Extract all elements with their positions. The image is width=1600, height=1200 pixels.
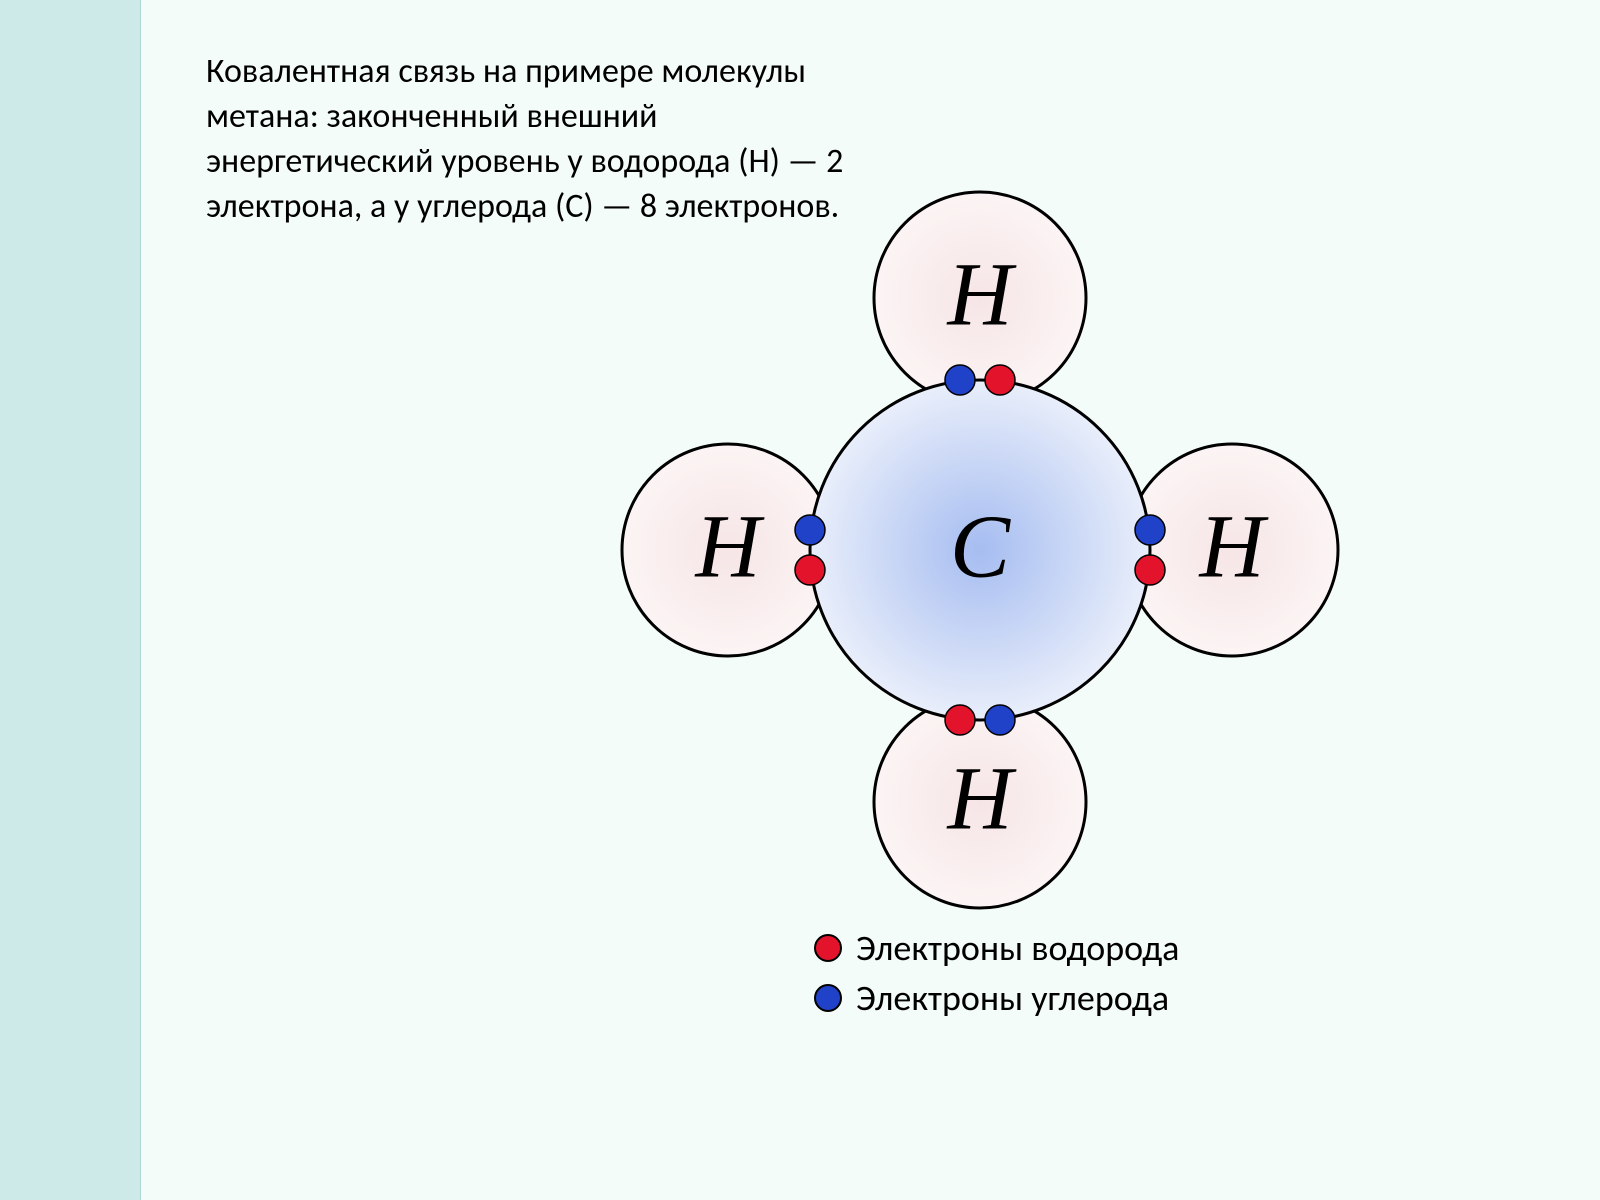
hydrogen-label-right: H — [1199, 498, 1270, 597]
legend-dot-carbon — [814, 984, 842, 1012]
electron-hydrogen-top — [985, 365, 1015, 395]
molecule-svg: H H H H C — [550, 190, 1410, 910]
legend: Электроны водорода Электроны углерода — [814, 920, 1179, 1020]
molecule-diagram: H H H H C — [550, 190, 1410, 910]
legend-item-hydrogen: Электроны водорода — [814, 926, 1179, 970]
hydrogen-label-bottom: H — [947, 750, 1018, 849]
legend-dot-hydrogen — [814, 934, 842, 962]
electron-hydrogen-left — [795, 555, 825, 585]
legend-item-carbon: Электроны углерода — [814, 976, 1179, 1020]
electron-carbon-top — [945, 365, 975, 395]
hydrogen-label-top: H — [947, 246, 1018, 345]
electron-carbon-bottom — [985, 705, 1015, 735]
hydrogen-label-left: H — [695, 498, 766, 597]
electron-carbon-right — [1135, 515, 1165, 545]
electron-hydrogen-right — [1135, 555, 1165, 585]
carbon-label: C — [950, 498, 1011, 597]
electron-hydrogen-bottom — [945, 705, 975, 735]
side-strip — [0, 0, 141, 1200]
legend-label-hydrogen: Электроны водорода — [856, 926, 1179, 970]
legend-label-carbon: Электроны углерода — [856, 976, 1169, 1020]
slide-area: Ковалентная связь на примере молекулы ме… — [170, 0, 1600, 1200]
electron-carbon-left — [795, 515, 825, 545]
